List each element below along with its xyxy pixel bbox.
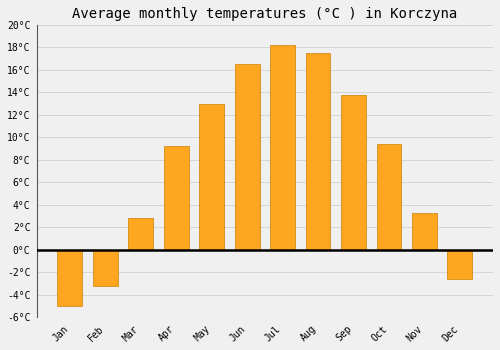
Bar bbox=[306, 53, 330, 250]
Bar bbox=[234, 64, 260, 250]
Bar bbox=[341, 94, 366, 250]
Bar bbox=[93, 250, 118, 286]
Bar bbox=[200, 104, 224, 250]
Bar bbox=[58, 250, 82, 306]
Bar bbox=[412, 213, 437, 250]
Bar bbox=[128, 218, 153, 250]
Bar bbox=[270, 45, 295, 250]
Bar bbox=[164, 146, 188, 250]
Title: Average monthly temperatures (°C ) in Korczyna: Average monthly temperatures (°C ) in Ko… bbox=[72, 7, 458, 21]
Bar bbox=[376, 144, 402, 250]
Bar bbox=[448, 250, 472, 279]
